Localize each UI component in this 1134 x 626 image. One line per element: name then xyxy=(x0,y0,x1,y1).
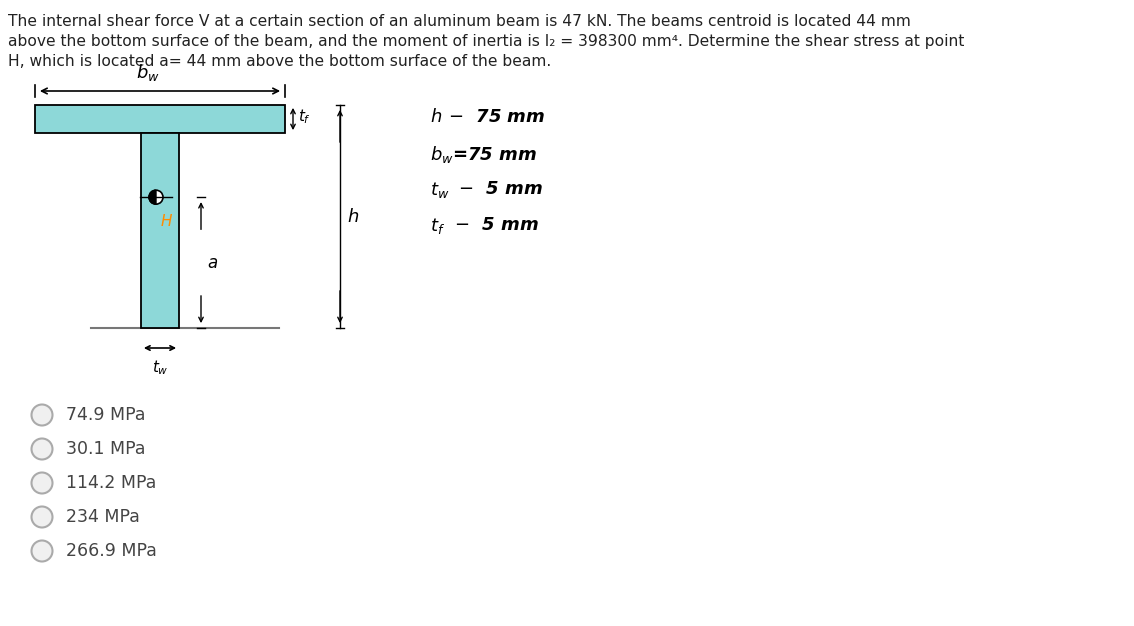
Text: $-$  5 mm: $-$ 5 mm xyxy=(458,180,543,198)
Text: $b_w$: $b_w$ xyxy=(136,62,160,83)
Text: $t_f$: $t_f$ xyxy=(298,108,311,126)
Circle shape xyxy=(32,506,52,528)
Text: 234 MPa: 234 MPa xyxy=(66,508,139,526)
Text: 30.1 MPa: 30.1 MPa xyxy=(66,440,145,458)
Text: The internal shear force V at a certain section of an aluminum beam is 47 kN. Th: The internal shear force V at a certain … xyxy=(8,14,911,29)
Text: H, which is located a= 44 mm above the bottom surface of the beam.: H, which is located a= 44 mm above the b… xyxy=(8,54,551,69)
Text: $-$  75 mm: $-$ 75 mm xyxy=(448,108,545,126)
Text: 114.2 MPa: 114.2 MPa xyxy=(66,474,156,492)
Circle shape xyxy=(32,540,52,562)
Circle shape xyxy=(32,404,52,426)
Text: $a$: $a$ xyxy=(208,254,218,272)
Text: above the bottom surface of the beam, and the moment of inertia is I₂ = 398300 m: above the bottom surface of the beam, an… xyxy=(8,34,964,49)
Text: $t_w$: $t_w$ xyxy=(430,180,449,200)
Circle shape xyxy=(32,438,52,459)
Bar xyxy=(35,105,285,133)
Text: $h$: $h$ xyxy=(347,207,359,225)
Text: 266.9 MPa: 266.9 MPa xyxy=(66,542,156,560)
Text: $h$: $h$ xyxy=(430,108,442,126)
Wedge shape xyxy=(149,190,156,204)
Text: $t_w$: $t_w$ xyxy=(152,358,168,377)
Text: $-$  5 mm: $-$ 5 mm xyxy=(454,216,539,234)
Text: 74.9 MPa: 74.9 MPa xyxy=(66,406,145,424)
Circle shape xyxy=(149,190,163,204)
Text: $t_f$: $t_f$ xyxy=(430,216,445,236)
Bar xyxy=(141,133,179,328)
Circle shape xyxy=(32,473,52,493)
Text: $b_w$=75 mm: $b_w$=75 mm xyxy=(430,144,538,165)
Text: $H$: $H$ xyxy=(160,213,174,229)
